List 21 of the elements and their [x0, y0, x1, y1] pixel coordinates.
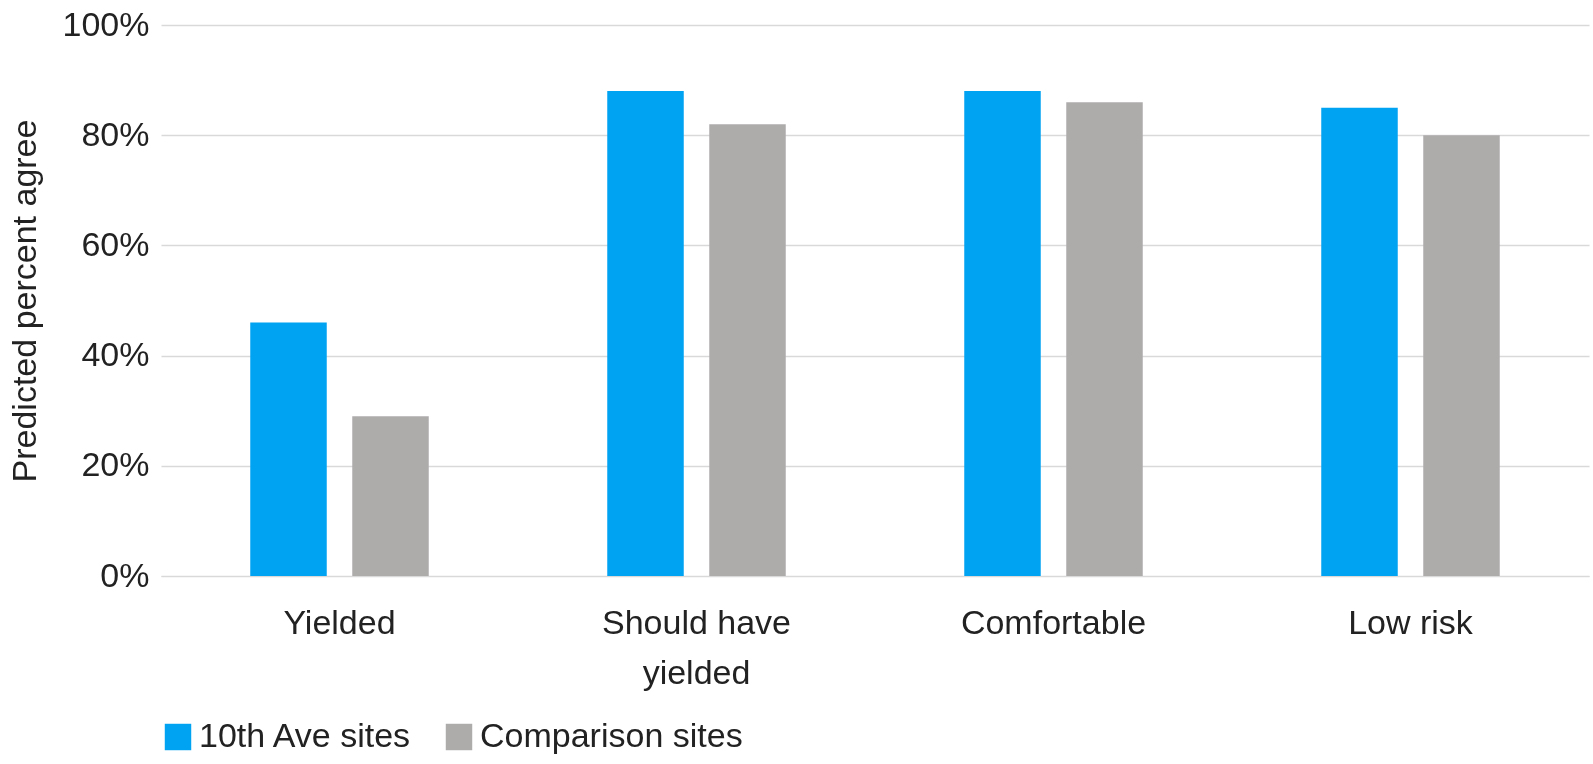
bar — [709, 124, 786, 576]
legend-label: Comparison sites — [480, 716, 743, 754]
bar — [1321, 107, 1398, 576]
legend-label: 10th Ave sites — [199, 716, 411, 754]
x-tick-label: Yielded — [283, 602, 396, 641]
y-tick-label: 0% — [100, 555, 150, 594]
y-tick-label: 40% — [81, 335, 150, 374]
bar — [250, 322, 327, 576]
bar — [1423, 135, 1500, 576]
y-axis-title: Predicted percent agree — [4, 119, 43, 483]
y-tick-label: 20% — [81, 445, 150, 484]
y-tick-label: 60% — [81, 224, 150, 263]
x-tick-label: Comfortable — [960, 602, 1147, 641]
x-tick-label: Should have yielded — [601, 602, 792, 691]
bar — [1066, 102, 1143, 576]
bar — [352, 416, 429, 576]
y-tick-label: 80% — [81, 114, 150, 153]
bar — [607, 91, 684, 576]
x-tick-label: Low risk — [1348, 602, 1474, 641]
bar — [964, 91, 1041, 576]
y-tick-label: 100% — [62, 4, 150, 43]
